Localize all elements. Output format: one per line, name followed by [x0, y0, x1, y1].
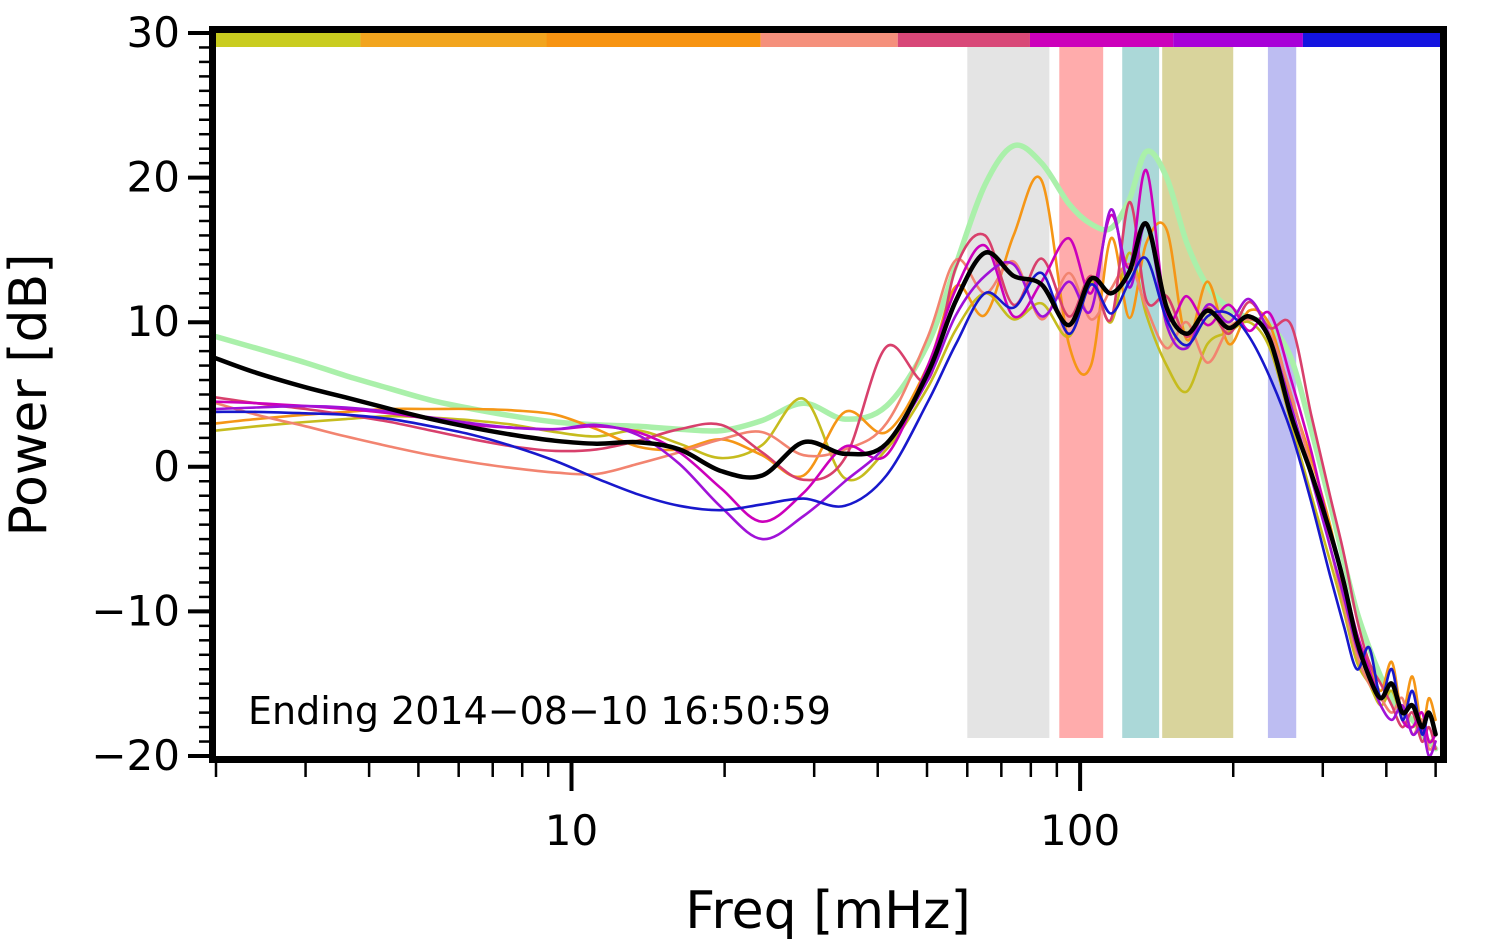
colorbar-segment-5: [1029, 33, 1174, 47]
series-orange: [216, 175, 1437, 729]
time-segment-colorbar: [216, 33, 1440, 47]
colorbar-segment-4: [897, 33, 1030, 47]
y-axis-ticks: [188, 31, 212, 758]
series-smooth-green: [216, 142, 1439, 752]
x-axis-ticks: [214, 759, 1437, 791]
y-tick-label: 20: [127, 153, 180, 202]
y-axis-tick-labels: 30 20 10 0 −10 −20: [91, 8, 180, 780]
y-tick-label: 10: [127, 297, 180, 346]
x-tick-label: 100: [1040, 806, 1120, 855]
x-axis-label: Freq [mHz]: [685, 881, 971, 941]
y-tick-label: 30: [127, 8, 180, 57]
colorbar-segment-3: [760, 33, 898, 47]
annotation-ending-timestamp: Ending 2014−08−10 16:50:59: [248, 689, 831, 733]
y-tick-label: −10: [91, 586, 180, 635]
series-crimson: [216, 200, 1437, 751]
colorbar-segment-0: [216, 33, 361, 47]
colorbar-segment-7: [1302, 33, 1440, 47]
y-axis-label: Power [dB]: [0, 253, 59, 536]
colorbar-segment-2: [546, 33, 761, 47]
y-tick-label: 0: [153, 442, 180, 491]
colorbar-segment-6: [1173, 33, 1303, 47]
plot-frame: [209, 26, 1447, 763]
x-tick-label: 10: [545, 806, 598, 855]
spectra-curves-group: [216, 142, 1439, 756]
x-axis-tick-labels: 10 100: [545, 806, 1120, 855]
series-mean-black: [216, 221, 1438, 737]
band-gray: [967, 47, 1050, 738]
colorbar-segment-1: [360, 33, 547, 47]
band-olive: [1162, 47, 1234, 738]
band-pink: [1059, 47, 1104, 738]
series-purple: [216, 208, 1437, 756]
series-blue: [216, 256, 1437, 736]
y-tick-label: −20: [91, 731, 180, 780]
shaded-bands-group: [967, 47, 1297, 738]
